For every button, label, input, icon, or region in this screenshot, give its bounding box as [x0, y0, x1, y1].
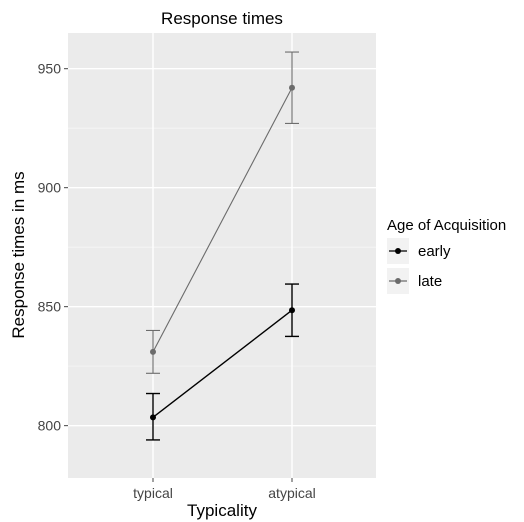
x-axis-label: Typicality [187, 501, 257, 520]
y-axis-label: Response times in ms [9, 171, 28, 338]
data-point [150, 414, 156, 421]
x-tick-label: typical [133, 485, 173, 501]
x-tick-label: atypical [268, 485, 315, 501]
data-point [289, 307, 295, 314]
x-tick-labels: typical atypical [133, 478, 316, 501]
series-line [152, 87, 293, 353]
plot-panel [68, 33, 376, 478]
series-early [146, 283, 299, 441]
data-point [289, 84, 295, 91]
series-late [146, 51, 299, 374]
y-tick-label: 800 [38, 418, 62, 434]
y-tick-label: 850 [38, 299, 62, 315]
legend-title: Age of Acquisition [387, 217, 506, 234]
series-layer [146, 51, 299, 441]
data-point [150, 348, 156, 355]
legend-key-point [395, 248, 401, 254]
legend-label: late [418, 273, 442, 290]
y-tick-label: 950 [38, 61, 62, 77]
minor-gridlines [68, 127, 376, 367]
major-gridlines [68, 33, 376, 478]
legend: Age of Acquisition early late [387, 217, 506, 294]
legend-items: early late [387, 238, 451, 294]
legend-item-early: early [387, 238, 451, 264]
legend-key-point [395, 278, 401, 284]
y-tick-label: 900 [38, 180, 62, 196]
chart-title: Response times [161, 9, 283, 28]
series-line [152, 309, 293, 418]
y-tick-labels: 800 850 900 950 [38, 61, 68, 434]
legend-item-late: late [387, 268, 442, 294]
legend-label: early [418, 243, 451, 260]
